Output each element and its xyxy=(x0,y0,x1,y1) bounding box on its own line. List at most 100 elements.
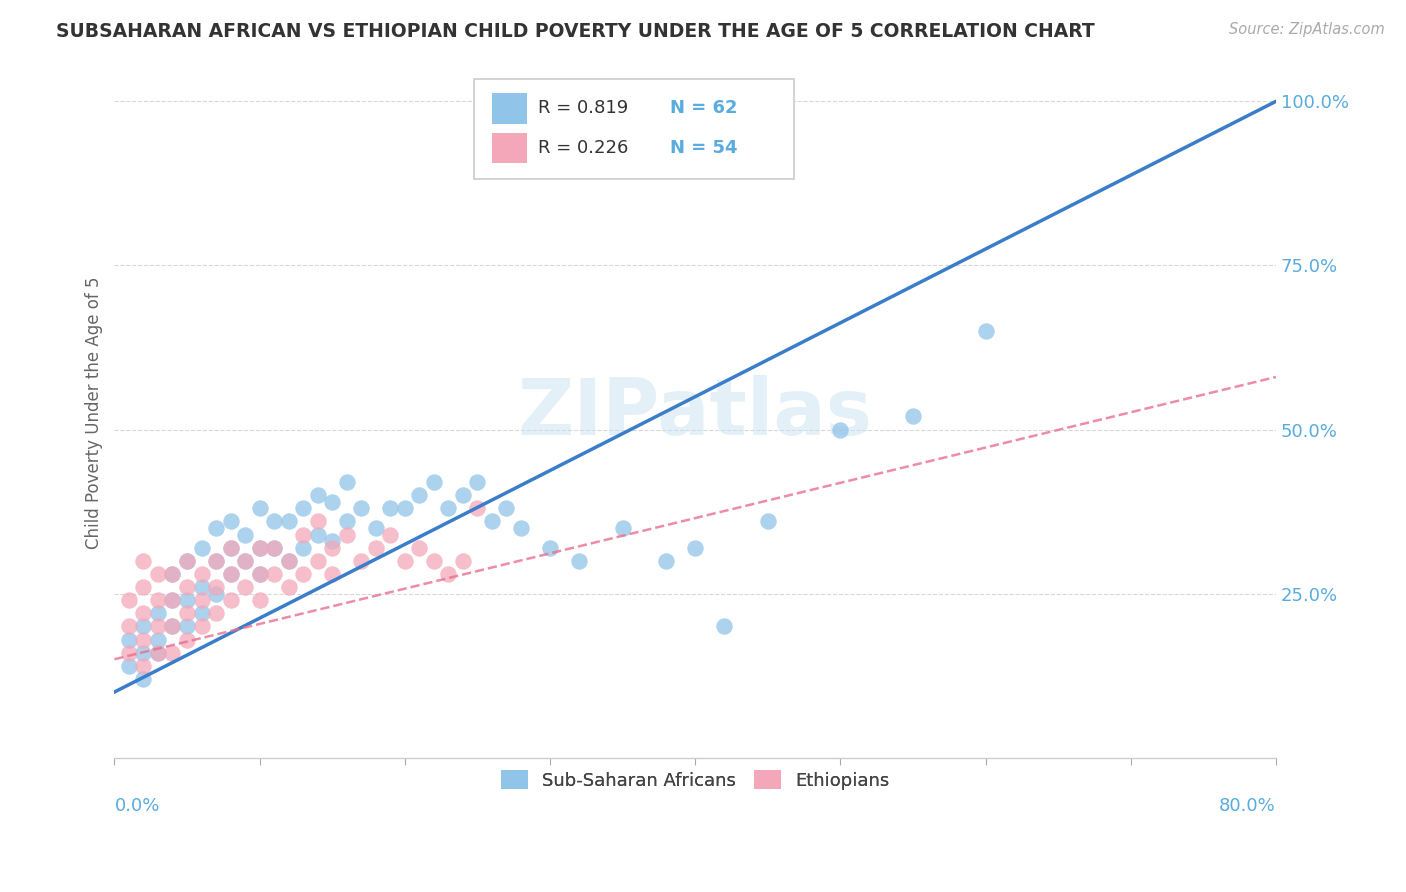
Point xyxy=(538,541,561,555)
Point xyxy=(713,619,735,633)
Point xyxy=(190,593,212,607)
FancyBboxPatch shape xyxy=(474,78,794,178)
Point xyxy=(364,541,387,555)
Point xyxy=(118,593,141,607)
Point xyxy=(307,527,329,541)
Point xyxy=(249,593,271,607)
Point xyxy=(364,521,387,535)
Point xyxy=(307,488,329,502)
Point xyxy=(277,554,299,568)
Text: R = 0.819: R = 0.819 xyxy=(538,100,628,118)
Point xyxy=(132,554,155,568)
Point xyxy=(756,515,779,529)
Text: N = 62: N = 62 xyxy=(669,100,737,118)
FancyBboxPatch shape xyxy=(492,94,527,124)
Point xyxy=(146,593,169,607)
Point xyxy=(612,521,634,535)
Point xyxy=(683,541,706,555)
Point xyxy=(118,658,141,673)
Point xyxy=(233,554,256,568)
Point xyxy=(249,541,271,555)
Point xyxy=(277,580,299,594)
Point xyxy=(146,646,169,660)
Point xyxy=(132,619,155,633)
Point xyxy=(118,619,141,633)
Point xyxy=(118,632,141,647)
Point xyxy=(146,619,169,633)
Text: N = 54: N = 54 xyxy=(669,139,737,157)
Point xyxy=(568,554,591,568)
Point xyxy=(380,527,402,541)
Point xyxy=(408,488,430,502)
Point xyxy=(219,541,242,555)
Point xyxy=(321,566,343,581)
Point xyxy=(321,541,343,555)
Point xyxy=(205,580,228,594)
Point xyxy=(277,515,299,529)
Point xyxy=(830,423,852,437)
Point xyxy=(146,632,169,647)
Point xyxy=(467,501,489,516)
Point xyxy=(408,541,430,555)
Point xyxy=(176,554,198,568)
Point xyxy=(162,593,184,607)
Point xyxy=(263,541,285,555)
Point xyxy=(176,593,198,607)
Point xyxy=(451,488,474,502)
Point xyxy=(132,658,155,673)
Y-axis label: Child Poverty Under the Age of 5: Child Poverty Under the Age of 5 xyxy=(86,277,103,549)
Point xyxy=(132,632,155,647)
Point xyxy=(190,580,212,594)
Point xyxy=(205,521,228,535)
Legend: Sub-Saharan Africans, Ethiopians: Sub-Saharan Africans, Ethiopians xyxy=(494,763,897,797)
Point xyxy=(336,527,359,541)
Point xyxy=(162,646,184,660)
Point xyxy=(190,541,212,555)
Point xyxy=(190,619,212,633)
Point xyxy=(146,607,169,621)
Text: R = 0.226: R = 0.226 xyxy=(538,139,628,157)
Point xyxy=(176,580,198,594)
Point xyxy=(219,566,242,581)
Text: Source: ZipAtlas.com: Source: ZipAtlas.com xyxy=(1229,22,1385,37)
Point xyxy=(118,646,141,660)
Point xyxy=(205,586,228,600)
Point xyxy=(162,619,184,633)
Point xyxy=(437,501,460,516)
Point xyxy=(219,566,242,581)
Point xyxy=(249,566,271,581)
Point xyxy=(394,554,416,568)
Point xyxy=(350,501,373,516)
Point xyxy=(249,541,271,555)
Point xyxy=(467,475,489,489)
Point xyxy=(162,593,184,607)
Point xyxy=(219,541,242,555)
Text: ZIPatlas: ZIPatlas xyxy=(517,376,873,451)
Point xyxy=(437,566,460,581)
Point xyxy=(205,554,228,568)
Point xyxy=(190,566,212,581)
Point xyxy=(307,554,329,568)
Point xyxy=(307,515,329,529)
Point xyxy=(176,607,198,621)
Point xyxy=(292,566,315,581)
Point xyxy=(249,501,271,516)
Point xyxy=(132,580,155,594)
Point xyxy=(974,324,997,338)
Point xyxy=(510,521,533,535)
Point xyxy=(380,501,402,516)
Text: SUBSAHARAN AFRICAN VS ETHIOPIAN CHILD POVERTY UNDER THE AGE OF 5 CORRELATION CHA: SUBSAHARAN AFRICAN VS ETHIOPIAN CHILD PO… xyxy=(56,22,1095,41)
Point xyxy=(233,580,256,594)
Point xyxy=(132,672,155,686)
Point xyxy=(205,607,228,621)
Point xyxy=(321,534,343,549)
FancyBboxPatch shape xyxy=(492,133,527,163)
Point xyxy=(451,554,474,568)
Point xyxy=(263,515,285,529)
Point xyxy=(190,607,212,621)
Point xyxy=(292,501,315,516)
Point xyxy=(292,527,315,541)
Point xyxy=(277,554,299,568)
Point xyxy=(233,527,256,541)
Point xyxy=(146,566,169,581)
